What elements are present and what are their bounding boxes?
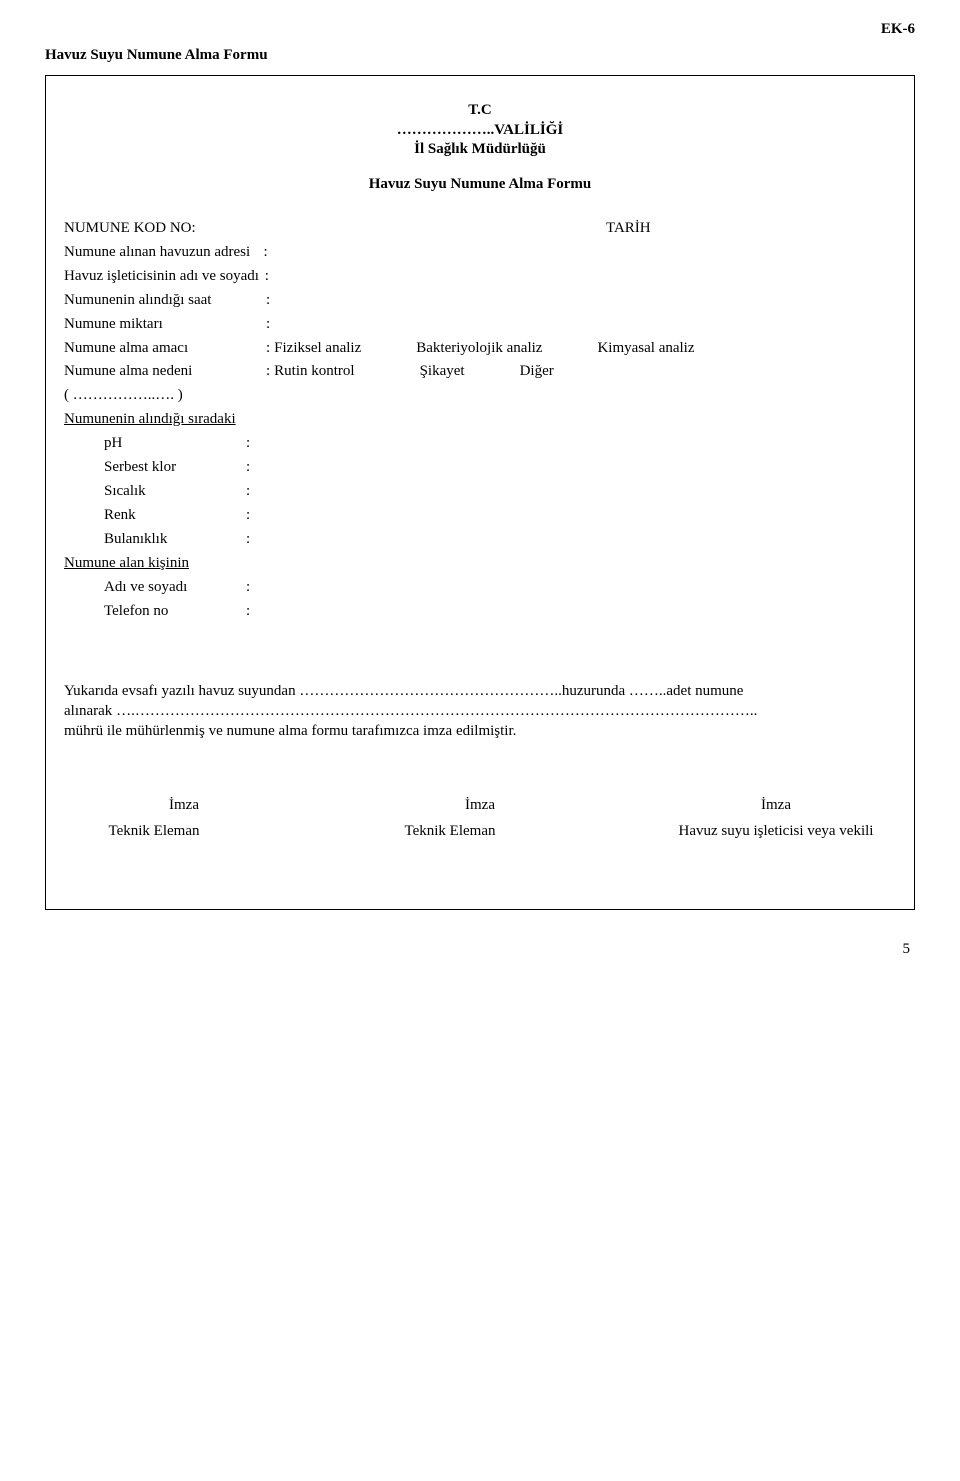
- isletici-row: Havuz işleticisinin adı ve soyadı :: [64, 267, 896, 287]
- spacer: [64, 841, 896, 879]
- fiziksel-text: Fiziksel analiz: [274, 339, 361, 359]
- sicaklik-row: Sıcalık :: [64, 482, 896, 502]
- summary-dots2: ….………………………………………………………………………………………………………: [116, 703, 757, 719]
- amac-row: Numune alma amacı : Fiziksel analiz Bakt…: [64, 339, 896, 359]
- mudurlugu-line: İl Sağlık Müdürlüğü: [64, 140, 896, 160]
- signature-imza-row: İmza İmza İmza: [64, 796, 896, 816]
- saat-label: Numunenin alındığı saat: [64, 291, 264, 311]
- colon: :: [244, 482, 254, 502]
- imza-1: İmza: [94, 796, 274, 816]
- teknik-1: Teknik Eleman: [74, 822, 234, 842]
- sikayet-text: Şikayet: [420, 362, 465, 382]
- sicaklik-label: Sıcalık: [104, 482, 244, 502]
- renk-row: Renk :: [64, 506, 896, 526]
- form-title-center: Havuz Suyu Numune Alma Formu: [64, 175, 896, 195]
- paren-dots: ( ……………..…. ): [64, 386, 183, 406]
- telefon-row: Telefon no :: [64, 602, 896, 622]
- form-title-top: Havuz Suyu Numune Alma Formu: [45, 46, 915, 66]
- neden-label: Numune alma nedeni: [64, 362, 264, 382]
- amac-values: Fiziksel analiz Bakteriyolojik analiz Ki…: [274, 339, 896, 359]
- ph-row: pH :: [64, 434, 896, 454]
- valiligi-line: ………………..VALİLİĞİ: [64, 121, 896, 141]
- amac-label: Numune alma amacı: [64, 339, 264, 359]
- colon: :: [264, 339, 274, 359]
- neden-row: Numune alma nedeni : Rutin kontrol Şikay…: [64, 362, 896, 382]
- spacer: [64, 626, 896, 681]
- paren-row: ( ……………..…. ): [64, 386, 896, 406]
- siradaki-row: Numunenin alındığı sıradaki: [64, 410, 896, 430]
- colon: :: [244, 530, 254, 550]
- tarih-label: TARİH: [606, 219, 896, 239]
- adsoyad-label: Adı ve soyadı: [104, 578, 244, 598]
- summary-line2: mührü ile mühürlenmiş ve numune alma for…: [64, 723, 516, 739]
- kimyasal-text: Kimyasal analiz: [597, 339, 694, 359]
- adres-label: Numune alınan havuzun adresi: [64, 243, 250, 263]
- miktar-row: Numune miktarı :: [64, 315, 896, 335]
- siradaki-label: Numunenin alındığı sıradaki: [64, 410, 236, 430]
- colon: :: [244, 434, 254, 454]
- imza-2: İmza: [390, 796, 570, 816]
- colon: :: [264, 362, 274, 382]
- rutin-text: Rutin kontrol: [274, 362, 354, 382]
- miktar-label: Numune miktarı: [64, 315, 264, 335]
- colon: :: [244, 578, 254, 598]
- imza-3: İmza: [686, 796, 866, 816]
- adres-row: Numune alınan havuzun adresi :: [64, 243, 896, 263]
- kodno-tarih-row: NUMUNE KOD NO: TARİH: [64, 219, 896, 239]
- summary-line1b: alınarak: [64, 703, 112, 719]
- ph-label: pH: [104, 434, 244, 454]
- ek-label: EK-6: [881, 20, 915, 40]
- adsoyad-row: Adı ve soyadı :: [64, 578, 896, 598]
- kisinin-row: Numune alan kişinin: [64, 554, 896, 574]
- header-top-row: EK-6: [45, 20, 915, 40]
- colon: :: [259, 267, 273, 287]
- summary-block: Yukarıda evsafı yazılı havuz suyundan ………: [64, 681, 896, 742]
- colon: :: [244, 458, 254, 478]
- bulaniklik-row: Bulanıklık :: [64, 530, 896, 550]
- klor-label: Serbest klor: [104, 458, 244, 478]
- tc-line: T.C: [64, 101, 896, 121]
- kisinin-label: Numune alan kişinin: [64, 554, 189, 574]
- teknik-2: Teknik Eleman: [350, 822, 550, 842]
- colon: :: [244, 506, 254, 526]
- colon: :: [264, 315, 274, 335]
- center-header: T.C ………………..VALİLİĞİ İl Sağlık Müdürlüğü…: [64, 101, 896, 194]
- colon: :: [250, 243, 271, 263]
- isletici-label: Havuz işleticisinin adı ve soyadı: [64, 267, 259, 287]
- colon: :: [244, 602, 254, 622]
- vekil: Havuz suyu işleticisi veya vekili: [666, 822, 886, 842]
- kodno-label: NUMUNE KOD NO:: [64, 219, 606, 239]
- saat-row: Numunenin alındığı saat :: [64, 291, 896, 311]
- telefon-label: Telefon no: [104, 602, 244, 622]
- renk-label: Renk: [104, 506, 244, 526]
- page-number: 5: [45, 940, 915, 960]
- signature-label-row: Teknik Eleman Teknik Eleman Havuz suyu i…: [64, 822, 896, 842]
- bulaniklik-label: Bulanıklık: [104, 530, 244, 550]
- summary-line1a: Yukarıda evsafı yazılı havuz suyundan ………: [64, 683, 743, 699]
- diger-text: Diğer: [520, 362, 554, 382]
- colon: :: [264, 291, 274, 311]
- neden-values: Rutin kontrol Şikayet Diğer: [274, 362, 896, 382]
- form-box: T.C ………………..VALİLİĞİ İl Sağlık Müdürlüğü…: [45, 75, 915, 910]
- bakteriyolojik-text: Bakteriyolojik analiz: [416, 339, 542, 359]
- klor-row: Serbest klor :: [64, 458, 896, 478]
